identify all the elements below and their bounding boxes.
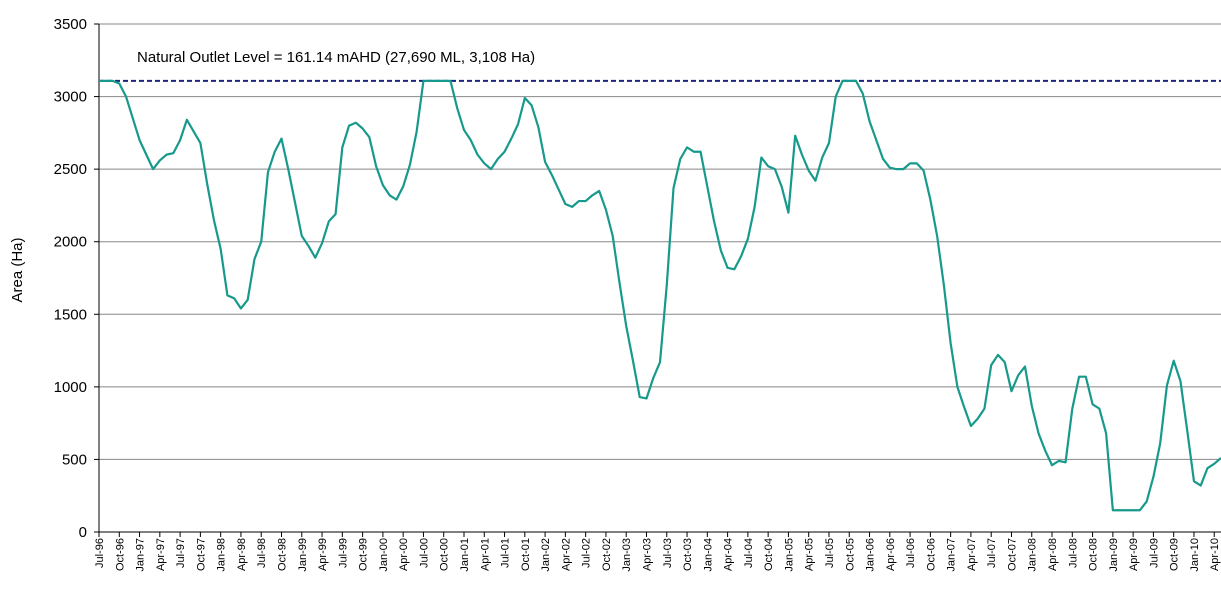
y-tick-label: 1000 — [54, 379, 87, 396]
y-tick-label: 1500 — [54, 306, 87, 323]
x-tick-label: Oct-03 — [682, 538, 694, 571]
x-tick-label: Jan-03 — [621, 538, 633, 572]
x-tick-label: Jan-98 — [216, 538, 228, 572]
x-tick-label: Jul-05 — [824, 538, 836, 568]
x-tick-label: Jul-00 — [418, 538, 430, 568]
x-tick-label: Jan-00 — [378, 538, 390, 572]
x-tick-label: Oct-96 — [114, 538, 126, 571]
x-tick-label: Apr-08 — [1047, 538, 1059, 571]
x-tick-label: Jul-03 — [662, 538, 674, 568]
x-tick-label: Apr-01 — [479, 538, 491, 571]
x-tick-label: Jan-08 — [1027, 538, 1039, 572]
x-tick-label: Oct-00 — [439, 538, 451, 571]
x-tick-label: Apr-00 — [398, 538, 410, 571]
x-tick-label: Apr-03 — [641, 538, 653, 571]
y-tick-label: 500 — [62, 451, 87, 468]
x-tick-label: Jul-97 — [175, 538, 187, 568]
x-tick-label: Apr-07 — [966, 538, 978, 571]
x-tick-label: Oct-06 — [925, 538, 937, 571]
x-tick-label: Oct-08 — [1088, 538, 1100, 571]
x-tick-label: Jan-09 — [1108, 538, 1120, 572]
x-tick-label: Apr-05 — [804, 538, 816, 571]
x-tick-label: Oct-05 — [844, 538, 856, 571]
x-tick-label: Jan-99 — [297, 538, 309, 572]
x-tick-label: Apr-02 — [560, 538, 572, 571]
x-tick-label: Jan-07 — [946, 538, 958, 572]
y-tick-label: 0 — [79, 524, 87, 541]
y-tick-label: 3000 — [54, 89, 87, 106]
x-tick-label: Oct-07 — [1006, 538, 1018, 571]
x-tick-label: Jan-04 — [702, 538, 714, 572]
x-tick-label: Oct-97 — [195, 538, 207, 571]
y-tick-label: 3500 — [54, 16, 87, 33]
x-tick-label: Jul-06 — [905, 538, 917, 568]
x-tick-label: Jul-08 — [1067, 538, 1079, 568]
data-line — [99, 79, 1221, 512]
x-tick-label: Jul-99 — [337, 538, 349, 568]
x-tick-label: Apr-98 — [236, 538, 248, 571]
x-tick-label: Oct-99 — [358, 538, 370, 571]
x-tick-label: Oct-04 — [763, 538, 775, 571]
x-tick-label: Jul-07 — [986, 538, 998, 568]
x-tick-label: Oct-02 — [601, 538, 613, 571]
x-tick-label: Oct-09 — [1169, 538, 1181, 571]
y-tick-label: 2000 — [54, 234, 87, 251]
y-axis-label: Area (Ha) — [9, 237, 26, 302]
reference-label: Natural Outlet Level = 161.14 mAHD (27,6… — [137, 49, 535, 66]
x-tick-label: Jan-97 — [135, 538, 147, 572]
x-tick-label: Jan-01 — [459, 538, 471, 572]
x-tick-label: Jan-02 — [540, 538, 552, 572]
x-tick-label: Jul-09 — [1148, 538, 1160, 568]
x-tick-label: Jul-96 — [94, 538, 106, 568]
x-tick-label: Jul-02 — [581, 538, 593, 568]
x-tick-label: Apr-09 — [1128, 538, 1140, 571]
x-tick-label: Jul-04 — [743, 538, 755, 568]
x-tick-label: Apr-06 — [885, 538, 897, 571]
y-tick-label: 2500 — [54, 161, 87, 178]
x-tick-label: Jan-05 — [783, 538, 795, 572]
x-tick-label: Apr-97 — [155, 538, 167, 571]
x-tick-label: Jan-10 — [1189, 538, 1201, 572]
x-tick-label: Oct-01 — [520, 538, 532, 571]
x-tick-label: Apr-99 — [317, 538, 329, 571]
x-tick-label: Oct-98 — [276, 538, 288, 571]
x-tick-label: Jul-98 — [256, 538, 268, 568]
x-tick-label: Apr-10 — [1209, 538, 1221, 571]
x-tick-label: Apr-04 — [723, 538, 735, 571]
x-tick-label: Jan-06 — [865, 538, 877, 572]
x-tick-label: Jul-01 — [500, 538, 512, 568]
